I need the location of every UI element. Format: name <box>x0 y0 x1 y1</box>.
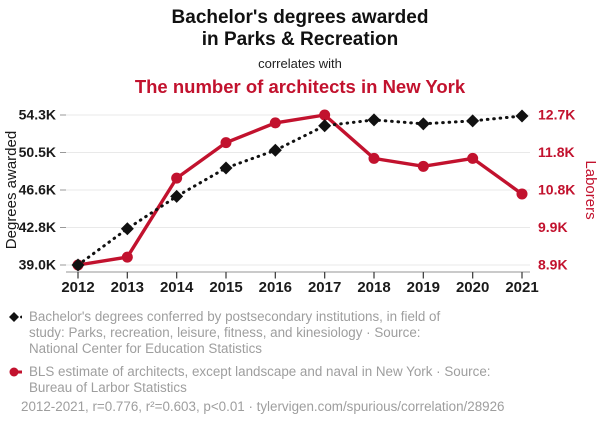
chart-title-line2: in Parks & Recreation <box>201 28 399 50</box>
architects-series-marker-icon <box>9 367 22 377</box>
svg-text:12.7K: 12.7K <box>538 107 575 123</box>
legend-entry: Bachelor's degrees conferred by postseco… <box>8 309 592 357</box>
right-axis-title: Laborers <box>582 160 599 219</box>
left-axis-title: Degrees awarded <box>3 131 20 249</box>
svg-text:9.9K: 9.9K <box>538 219 568 235</box>
chart-header: Bachelor's degrees awarded in Parks & Re… <box>0 0 600 98</box>
legend: Bachelor's degrees conferred by postseco… <box>8 309 592 403</box>
svg-text:2014: 2014 <box>160 279 194 295</box>
svg-text:10.8K: 10.8K <box>538 182 575 198</box>
svg-text:2017: 2017 <box>308 279 341 295</box>
svg-text:54.3K: 54.3K <box>19 107 56 123</box>
legend-entry: BLS estimate of architects, except lands… <box>8 364 592 396</box>
footer-stats-text: 2012-2021, r=0.776, r²=0.603, p<0.01 · t… <box>21 399 505 414</box>
x-axis: 2012 2013 2014 2015 2016 2017 2018 2019 2020 2021 <box>61 271 539 295</box>
grid: 39.0K 8.9K 42.8K 9.9K 46.6K 10.8K 50.5K 11.8K 54… <box>19 107 576 273</box>
svg-text:42.8K: 42.8K <box>19 219 56 235</box>
svg-text:46.6K: 46.6K <box>19 182 56 198</box>
svg-text:2021: 2021 <box>505 279 538 295</box>
correlates-with-text: correlates with <box>258 56 342 71</box>
correlation-chart-svg: 39.0K 8.9K 42.8K 9.9K 46.6K 10.8K 50.5K 11.8K 54… <box>3 107 599 296</box>
svg-text:2016: 2016 <box>259 279 292 295</box>
svg-text:2015: 2015 <box>209 279 242 295</box>
series-degrees <box>71 109 529 272</box>
svg-text:11.8K: 11.8K <box>538 144 575 160</box>
svg-text:2018: 2018 <box>357 279 390 295</box>
svg-text:2013: 2013 <box>111 279 144 295</box>
svg-text:8.9K: 8.9K <box>538 257 568 273</box>
svg-text:2012: 2012 <box>61 279 94 295</box>
degrees-series-marker-icon <box>9 312 22 322</box>
legend-entry-text: Bachelor's degrees conferred by postseco… <box>29 309 441 356</box>
svg-text:39.0K: 39.0K <box>19 257 56 273</box>
legend-entry-text: BLS estimate of architects, except lands… <box>29 364 491 395</box>
svg-text:50.5K: 50.5K <box>19 144 56 160</box>
svg-text:2020: 2020 <box>456 279 489 295</box>
chart-title-line1: Bachelor's degrees awarded <box>171 7 429 28</box>
chart-title: Bachelor's degrees awarded in Parks & Re… <box>0 7 600 50</box>
chart-subtitle: The number of architects in New York <box>134 76 466 97</box>
svg-text:2019: 2019 <box>407 279 440 295</box>
